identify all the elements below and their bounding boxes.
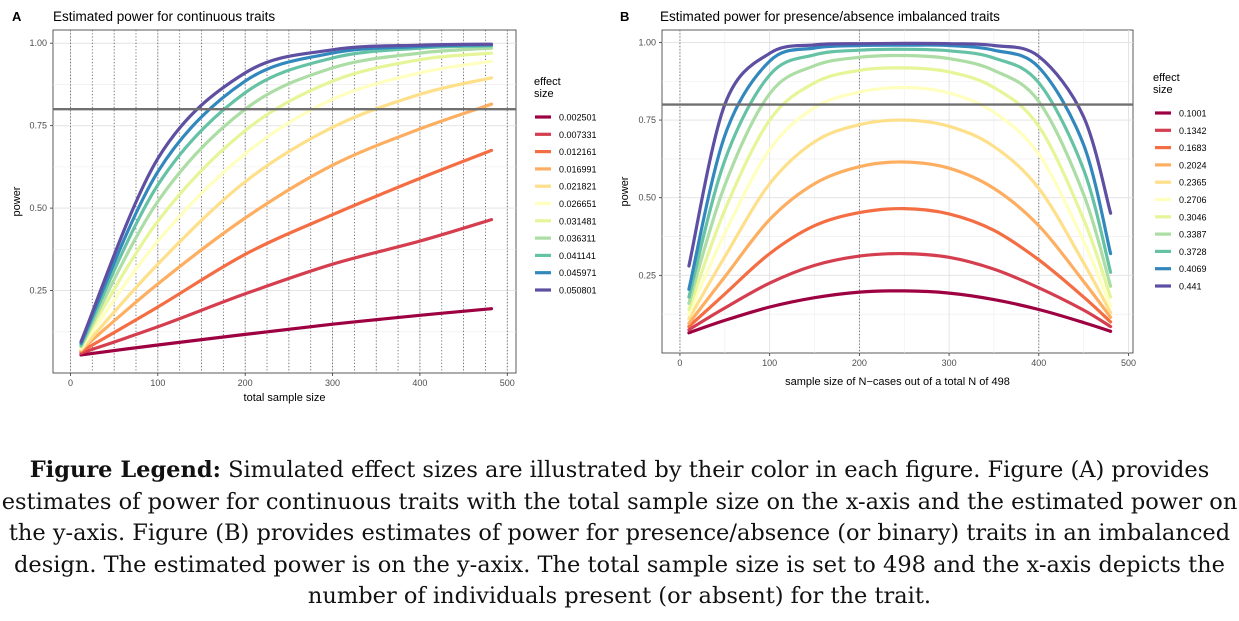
y-tick-label: 0.25 xyxy=(638,270,656,280)
x-tick-label: 200 xyxy=(238,378,253,388)
x-axis-title: sample size of N−cases out of a total N … xyxy=(785,376,1010,388)
x-tick-label: 400 xyxy=(412,378,427,388)
legend-label: 0.1342 xyxy=(1179,126,1207,136)
x-tick-label: 100 xyxy=(762,358,777,368)
series-line-0.1683 xyxy=(687,206,1113,329)
legend-label: 0.2365 xyxy=(1179,178,1207,188)
legend-label: 0.007331 xyxy=(559,130,597,140)
legend-label: 0.3728 xyxy=(1179,247,1207,257)
y-axis-title: power xyxy=(619,176,631,206)
chart-title: Estimated power for presence/absence imb… xyxy=(660,9,1000,24)
legend-label: 0.1683 xyxy=(1179,143,1207,153)
chart-panel-a: A Estimated power for continuous traits 0 1… xyxy=(11,9,597,404)
y-tick-label: 0.50 xyxy=(29,203,47,213)
legend-title: effect xyxy=(534,76,561,88)
series-line-0.2024 xyxy=(687,160,1113,326)
y-tick-label: 1.00 xyxy=(29,38,47,48)
legend-label: 0.2024 xyxy=(1179,160,1207,170)
legend-label: 0.036311 xyxy=(559,234,596,244)
panel-label: A xyxy=(12,9,22,24)
x-tick-label: 500 xyxy=(1121,358,1136,368)
series-line-0.441 xyxy=(687,41,1113,268)
y-tick-label: 0.25 xyxy=(29,286,47,296)
series-lines xyxy=(687,41,1113,335)
legend-label: 0.031481 xyxy=(559,216,597,226)
legend-label: 0.4069 xyxy=(1179,264,1207,274)
series-line-0.016991 xyxy=(79,102,494,352)
x-tick-label: 0 xyxy=(677,358,682,368)
legend-label: 0.3387 xyxy=(1179,230,1207,240)
legend-label: 0.026651 xyxy=(559,199,597,209)
series-line-0.050801 xyxy=(79,42,494,344)
legend-title: size xyxy=(1153,84,1173,96)
legend-label: 0.016991 xyxy=(559,164,597,174)
series-line-0.031481 xyxy=(79,51,494,349)
series-line-0.2365 xyxy=(687,118,1113,321)
panel-label: B xyxy=(620,9,629,24)
caption-lead: Figure Legend: xyxy=(29,457,221,483)
x-tick-label: 100 xyxy=(150,378,165,388)
legend-label: 0.021821 xyxy=(559,182,597,192)
legend-label: 0.002501 xyxy=(559,113,597,123)
series-line-0.026651 xyxy=(79,59,494,350)
series-line-0.4069 xyxy=(687,43,1113,291)
series-lines xyxy=(79,42,494,357)
series-line-0.1001 xyxy=(687,289,1113,335)
series-line-0.3046 xyxy=(687,66,1113,312)
legend-label: 0.041141 xyxy=(559,251,596,261)
x-tick-label: 300 xyxy=(942,358,957,368)
legend-label: 0.012161 xyxy=(559,147,597,157)
y-tick-label: 0.75 xyxy=(638,115,656,125)
legend-label: 0.050801 xyxy=(559,286,597,296)
legend-label: 0.045971 xyxy=(559,268,597,278)
x-axis-title: total sample size xyxy=(244,392,326,404)
series-line-0.3728 xyxy=(687,47,1113,299)
figure-legend-caption: Figure Legend: Simulated effect sizes ar… xyxy=(0,455,1239,613)
series-line-0.007331 xyxy=(79,218,494,355)
caption-body: Simulated effect sizes are illustrated b… xyxy=(1,457,1238,609)
y-tick-label: 0.75 xyxy=(29,121,47,131)
legend-label: 0.1001 xyxy=(1179,109,1207,119)
y-tick-label: 1.00 xyxy=(638,37,656,47)
legend-label: 0.441 xyxy=(1179,282,1202,292)
series-line-0.2706 xyxy=(687,85,1113,316)
series-line-0.1342 xyxy=(687,251,1113,332)
series-line-0.012161 xyxy=(79,148,494,354)
figure-canvas: A Estimated power for continuous traits 0 1… xyxy=(11,9,1207,404)
x-tick-label: 400 xyxy=(1031,358,1046,368)
x-tick-label: 500 xyxy=(500,378,515,388)
y-tick-label: 0.50 xyxy=(638,193,656,203)
legend-label: 0.2706 xyxy=(1179,195,1207,205)
series-line-0.002501 xyxy=(79,307,494,357)
plot-area xyxy=(52,29,517,374)
series-line-0.036311 xyxy=(79,46,494,349)
x-tick-label: 300 xyxy=(325,378,340,388)
x-tick-label: 0 xyxy=(68,378,73,388)
y-axis-title: power xyxy=(11,186,23,216)
series-line-0.3387 xyxy=(687,53,1113,305)
legend-title: effect xyxy=(1153,72,1180,84)
chart-title: Estimated power for continuous traits xyxy=(53,9,275,24)
legend-title: size xyxy=(534,88,554,100)
x-tick-label: 200 xyxy=(852,358,867,368)
series-line-0.021821 xyxy=(79,76,494,352)
legend-label: 0.3046 xyxy=(1179,212,1207,222)
chart-panel-b: B Estimated power for presence/absence im… xyxy=(619,9,1207,388)
